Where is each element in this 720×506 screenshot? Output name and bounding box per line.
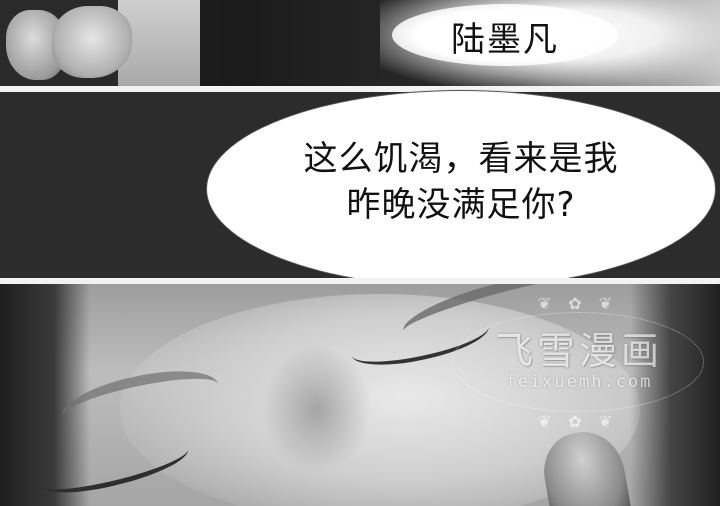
speech-line-1: 这么饥渴，看来是我: [303, 139, 619, 179]
speech-line-2: 昨晚没满足你?: [346, 185, 576, 225]
panel-gutter-lower: [0, 278, 720, 284]
panel-gutter: [0, 86, 720, 92]
panel-hands: [0, 0, 223, 86]
site-watermark: ❦ ✿ ❦ 飞雪漫画 feixuemh.com ❦ ✿ ❦: [448, 294, 710, 444]
watermark-title: 飞雪漫画: [494, 329, 663, 373]
floral-ornament-icon: ❦ ✿ ❦: [537, 294, 619, 313]
floral-ornament-icon: ❦ ✿ ❦: [537, 412, 619, 431]
watermark-url: feixuemh.com: [505, 372, 653, 392]
sleeve-shadow: [200, 0, 222, 86]
speaker-name: 陆墨凡: [451, 20, 559, 60]
speaker-name-caption: 陆墨凡: [392, 4, 618, 66]
hair-left: [0, 284, 90, 506]
nose-shadow: [262, 344, 372, 474]
watermark-ring: [452, 312, 704, 412]
speech-bubble: 这么饥渴，看来是我 昨晚没满足你?: [206, 90, 716, 288]
hand-right: [52, 6, 132, 78]
